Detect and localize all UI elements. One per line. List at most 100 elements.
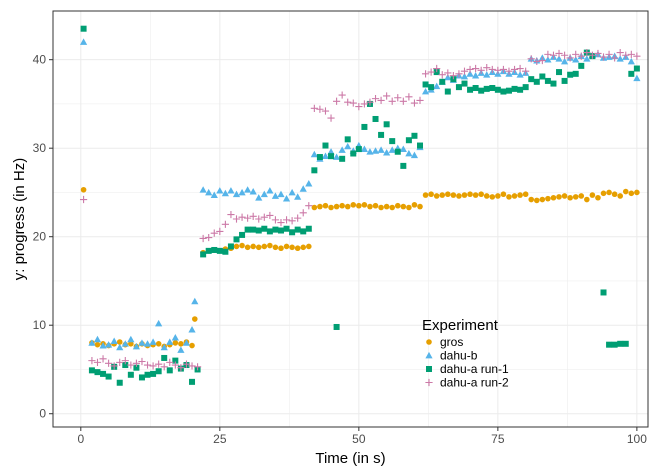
data-point [278,245,284,252]
data-point [561,193,568,199]
data-point [416,96,424,104]
legend-title: Experiment [422,317,499,334]
data-point [110,337,118,345]
data-point [611,341,618,348]
data-point [622,340,629,347]
data-point [433,193,440,199]
data-point [193,363,202,371]
data-point [211,246,218,253]
data-point [200,251,207,258]
data-point [500,88,507,95]
data-point [595,194,601,201]
data-point [249,187,257,195]
data-point [221,220,229,228]
data-point [294,245,301,252]
data-point [622,51,630,59]
data-point [344,203,351,210]
data-point [500,191,507,198]
data-point [188,326,196,333]
data-point [333,323,340,330]
data-point [566,54,574,62]
data-point [210,229,218,237]
data-point [310,104,318,112]
legend-label: dahu-a run-1 [440,362,509,376]
data-point [421,87,430,95]
data-point [400,162,407,169]
data-point [421,70,430,78]
data-point [317,203,323,210]
data-point [445,191,451,198]
data-point [588,51,596,59]
data-point [350,150,357,157]
data-point [338,146,346,153]
data-point [93,358,102,366]
data-point [356,202,362,209]
legend-key [425,351,433,359]
data-point [460,72,469,80]
data-point [483,85,490,92]
data-point [499,65,508,74]
data-point [332,97,341,105]
data-point [360,100,369,108]
data-point [232,215,241,223]
data-point [149,338,157,345]
data-point [239,231,246,238]
legend-key [426,366,432,372]
data-point [266,187,274,194]
data-point [572,50,580,58]
x-tick-label: 50 [352,432,366,446]
data-point [578,62,585,69]
data-point [182,339,191,346]
x-tick-label: 25 [213,432,227,446]
data-point [349,99,357,107]
data-point [533,57,541,66]
data-point [267,242,273,249]
data-point [505,67,513,75]
data-point [444,73,452,81]
legend-item: dahu-a run-1 [426,362,509,376]
data-point [121,340,129,347]
data-point [556,69,563,76]
data-point [272,244,279,251]
data-point [455,84,462,91]
data-point [455,70,463,78]
data-point [606,189,612,196]
data-point [305,202,313,210]
plot-border [52,10,649,428]
data-point [372,115,379,122]
legend-label: dahu-a run-2 [440,376,509,390]
data-point [216,247,223,254]
data-point [388,97,396,105]
data-point [444,88,451,95]
data-point [138,374,145,381]
data-point [461,192,468,198]
data-point [189,342,195,349]
data-point [255,194,263,201]
data-point [328,153,335,160]
data-point [417,142,424,149]
data-point [611,54,619,62]
data-point [472,72,480,79]
data-point [589,192,596,198]
data-point [160,343,168,351]
data-point [400,203,407,210]
data-point [567,71,574,78]
data-point [339,202,345,209]
data-point [528,196,535,203]
data-point [628,190,635,197]
data-point [555,49,563,58]
data-point [495,193,501,199]
data-point [539,73,546,80]
data-point [394,202,401,209]
data-point [505,87,512,94]
data-point [622,188,629,195]
data-point [522,67,530,75]
data-point [483,71,491,78]
legend-key [426,339,432,345]
data-point [188,362,196,370]
data-point [366,148,374,155]
data-point [383,92,391,100]
data-point [410,99,419,107]
data-point [405,93,413,101]
